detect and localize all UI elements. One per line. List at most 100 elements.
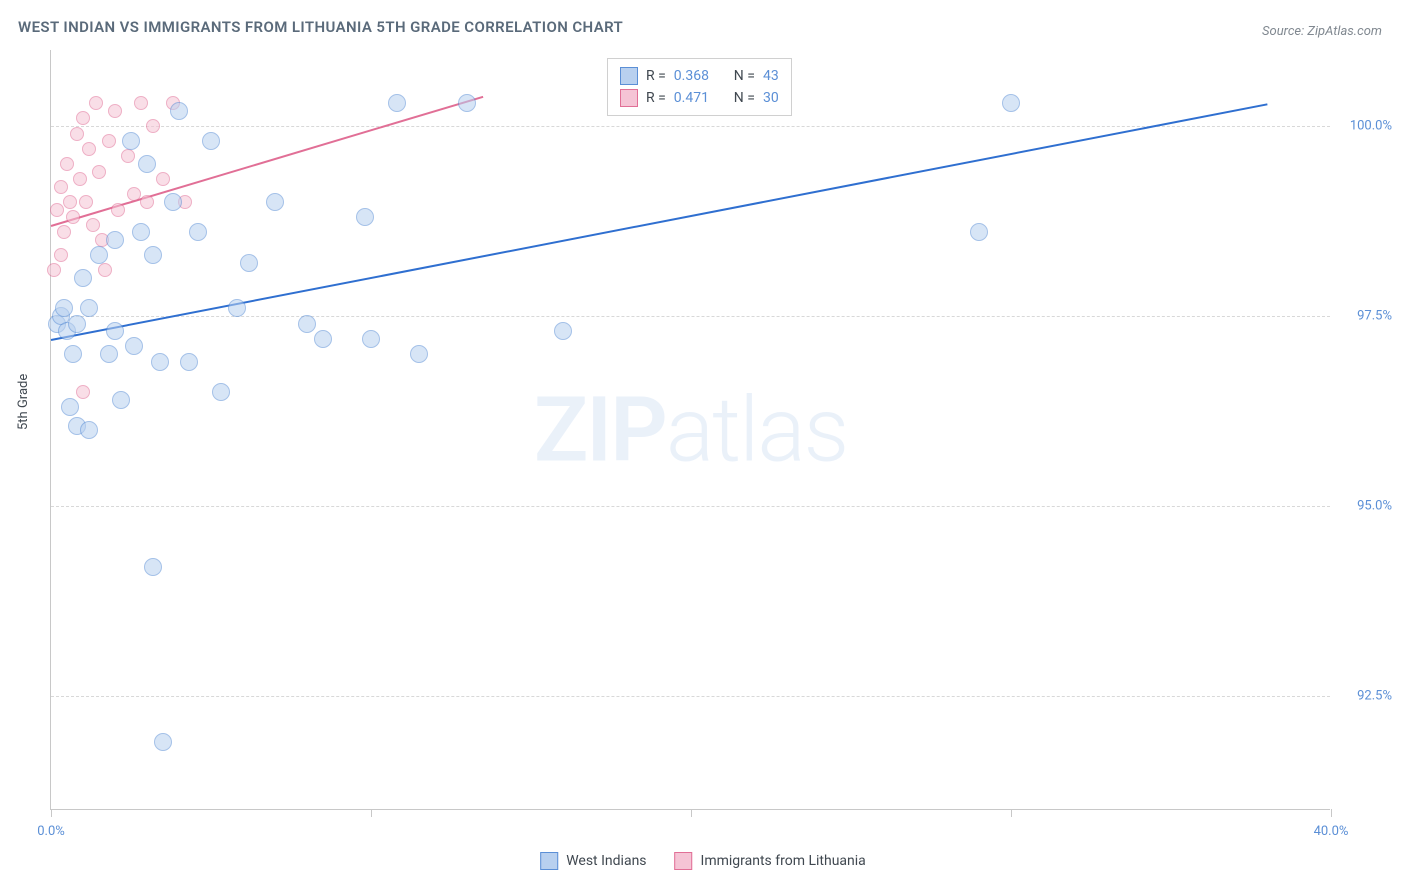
data-point <box>970 223 988 241</box>
gridline <box>51 126 1330 127</box>
data-point <box>228 299 246 317</box>
data-point <box>132 223 150 241</box>
data-point <box>76 385 90 399</box>
data-point <box>146 119 160 133</box>
xtick-label: 40.0% <box>1314 824 1349 839</box>
data-point <box>410 345 428 363</box>
legend-label: Immigrants from Lithuania <box>701 853 866 869</box>
data-point <box>70 127 84 141</box>
data-point <box>240 254 258 272</box>
xtick <box>1331 809 1332 817</box>
data-point <box>202 132 220 150</box>
data-point <box>356 208 374 226</box>
data-point <box>92 165 106 179</box>
data-point <box>76 111 90 125</box>
data-point <box>55 299 73 317</box>
data-point <box>73 172 87 186</box>
r-value: 0.471 <box>674 90 726 106</box>
data-point <box>47 263 61 277</box>
ytick-label: 95.0% <box>1357 499 1392 514</box>
data-point <box>138 155 156 173</box>
n-label: N = <box>734 90 755 106</box>
data-point <box>125 337 143 355</box>
data-point <box>111 203 125 217</box>
r-label: R = <box>646 90 666 106</box>
data-point <box>151 353 169 371</box>
data-point <box>64 345 82 363</box>
data-point <box>127 187 141 201</box>
data-point <box>100 345 118 363</box>
data-point <box>144 246 162 264</box>
data-point <box>554 322 572 340</box>
gridline <box>51 316 1330 317</box>
bottom-legend-item: West Indians <box>540 852 646 870</box>
y-axis-label: 5th Grade <box>16 374 31 430</box>
data-point <box>154 733 172 751</box>
xtick <box>51 809 52 817</box>
xtick <box>1011 809 1012 817</box>
data-point <box>362 330 380 348</box>
n-value: 43 <box>763 68 779 84</box>
data-point <box>89 96 103 110</box>
r-value: 0.368 <box>674 68 726 84</box>
chart-title: WEST INDIAN VS IMMIGRANTS FROM LITHUANIA… <box>18 18 623 36</box>
ytick-label: 100.0% <box>1350 119 1392 134</box>
data-point <box>79 195 93 209</box>
data-point <box>106 231 124 249</box>
data-point <box>102 134 116 148</box>
data-point <box>106 322 124 340</box>
data-point <box>212 383 230 401</box>
stats-legend-row: R = 0.471 N = 30 <box>620 87 779 109</box>
data-point <box>156 172 170 186</box>
data-point <box>63 195 77 209</box>
data-point <box>144 558 162 576</box>
data-point <box>66 210 80 224</box>
data-point <box>60 157 74 171</box>
n-value: 30 <box>763 90 779 106</box>
data-point <box>80 299 98 317</box>
data-point <box>82 142 96 156</box>
data-point <box>164 193 182 211</box>
legend-swatch <box>675 852 693 870</box>
data-point <box>134 96 148 110</box>
data-point <box>68 315 86 333</box>
data-point <box>189 223 207 241</box>
ytick-label: 97.5% <box>1357 309 1392 324</box>
r-label: R = <box>646 68 666 84</box>
data-point <box>266 193 284 211</box>
data-point <box>180 353 198 371</box>
data-point <box>121 149 135 163</box>
data-point <box>80 421 98 439</box>
stats-legend: R = 0.368 N = 43 R = 0.471 N = 30 <box>607 58 792 116</box>
data-point <box>98 263 112 277</box>
plot-area: ZIPatlas 92.5%95.0%97.5%100.0%0.0%40.0%R… <box>50 50 1330 810</box>
data-point <box>54 248 68 262</box>
legend-label: West Indians <box>566 853 646 869</box>
data-point <box>122 132 140 150</box>
data-point <box>112 391 130 409</box>
data-point <box>388 94 406 112</box>
data-point <box>54 180 68 194</box>
legend-swatch <box>620 89 638 107</box>
data-point <box>314 330 332 348</box>
data-point <box>108 104 122 118</box>
data-point <box>90 246 108 264</box>
data-point <box>50 203 64 217</box>
xtick <box>691 809 692 817</box>
data-point <box>86 218 100 232</box>
legend-swatch <box>620 67 638 85</box>
legend-swatch <box>540 852 558 870</box>
data-point <box>140 195 154 209</box>
data-point <box>298 315 316 333</box>
gridline <box>51 506 1330 507</box>
data-point <box>74 269 92 287</box>
bottom-legend-item: Immigrants from Lithuania <box>675 852 866 870</box>
n-label: N = <box>734 68 755 84</box>
data-point <box>61 398 79 416</box>
data-point <box>170 102 188 120</box>
ytick-label: 92.5% <box>1357 689 1392 704</box>
bottom-legend: West Indians Immigrants from Lithuania <box>540 852 866 870</box>
watermark: ZIPatlas <box>534 377 847 482</box>
xtick-label: 0.0% <box>37 824 65 839</box>
data-point <box>1002 94 1020 112</box>
